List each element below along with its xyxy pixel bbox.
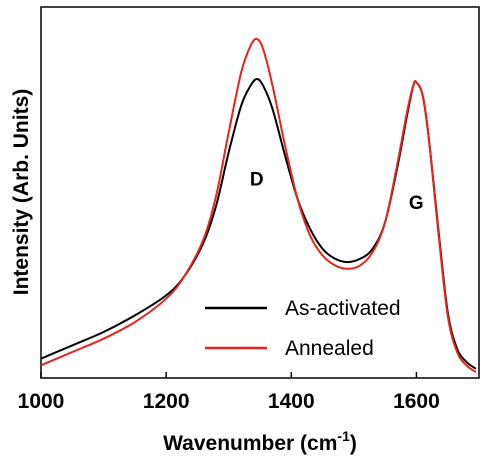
x-axis-title-space: (: [294, 432, 307, 455]
peak-annotations: DG: [250, 170, 424, 214]
legend: As-activated Annealed: [205, 297, 401, 360]
peak-label-d: D: [250, 170, 264, 191]
series-line-annealed: [40, 37, 477, 373]
x-axis-title: Wavenumber (cm-1): [163, 428, 357, 455]
peak-label-g: G: [409, 193, 424, 214]
series-group: [40, 37, 477, 373]
x-tick-label: 1600: [393, 390, 440, 413]
x-axis-title-base: Wavenumber: [163, 432, 294, 455]
x-axis-unit-base: cm: [307, 432, 337, 455]
series-line-as-activated: [40, 77, 477, 370]
x-axis-title-close: ): [350, 432, 357, 455]
x-axis-unit-exponent: -1: [337, 428, 350, 444]
x-tick-label: 1000: [18, 390, 65, 413]
x-tick-label: 1400: [268, 390, 315, 413]
x-tick-label: 1200: [143, 390, 190, 413]
plot-frame: [40, 6, 480, 379]
x-axis-ticks: 1000 1200 1400 1600: [18, 372, 440, 413]
y-axis-title: Intensity (Arb. Units): [10, 89, 33, 296]
legend-label: Annealed: [285, 337, 374, 360]
legend-label: As-activated: [285, 297, 401, 320]
